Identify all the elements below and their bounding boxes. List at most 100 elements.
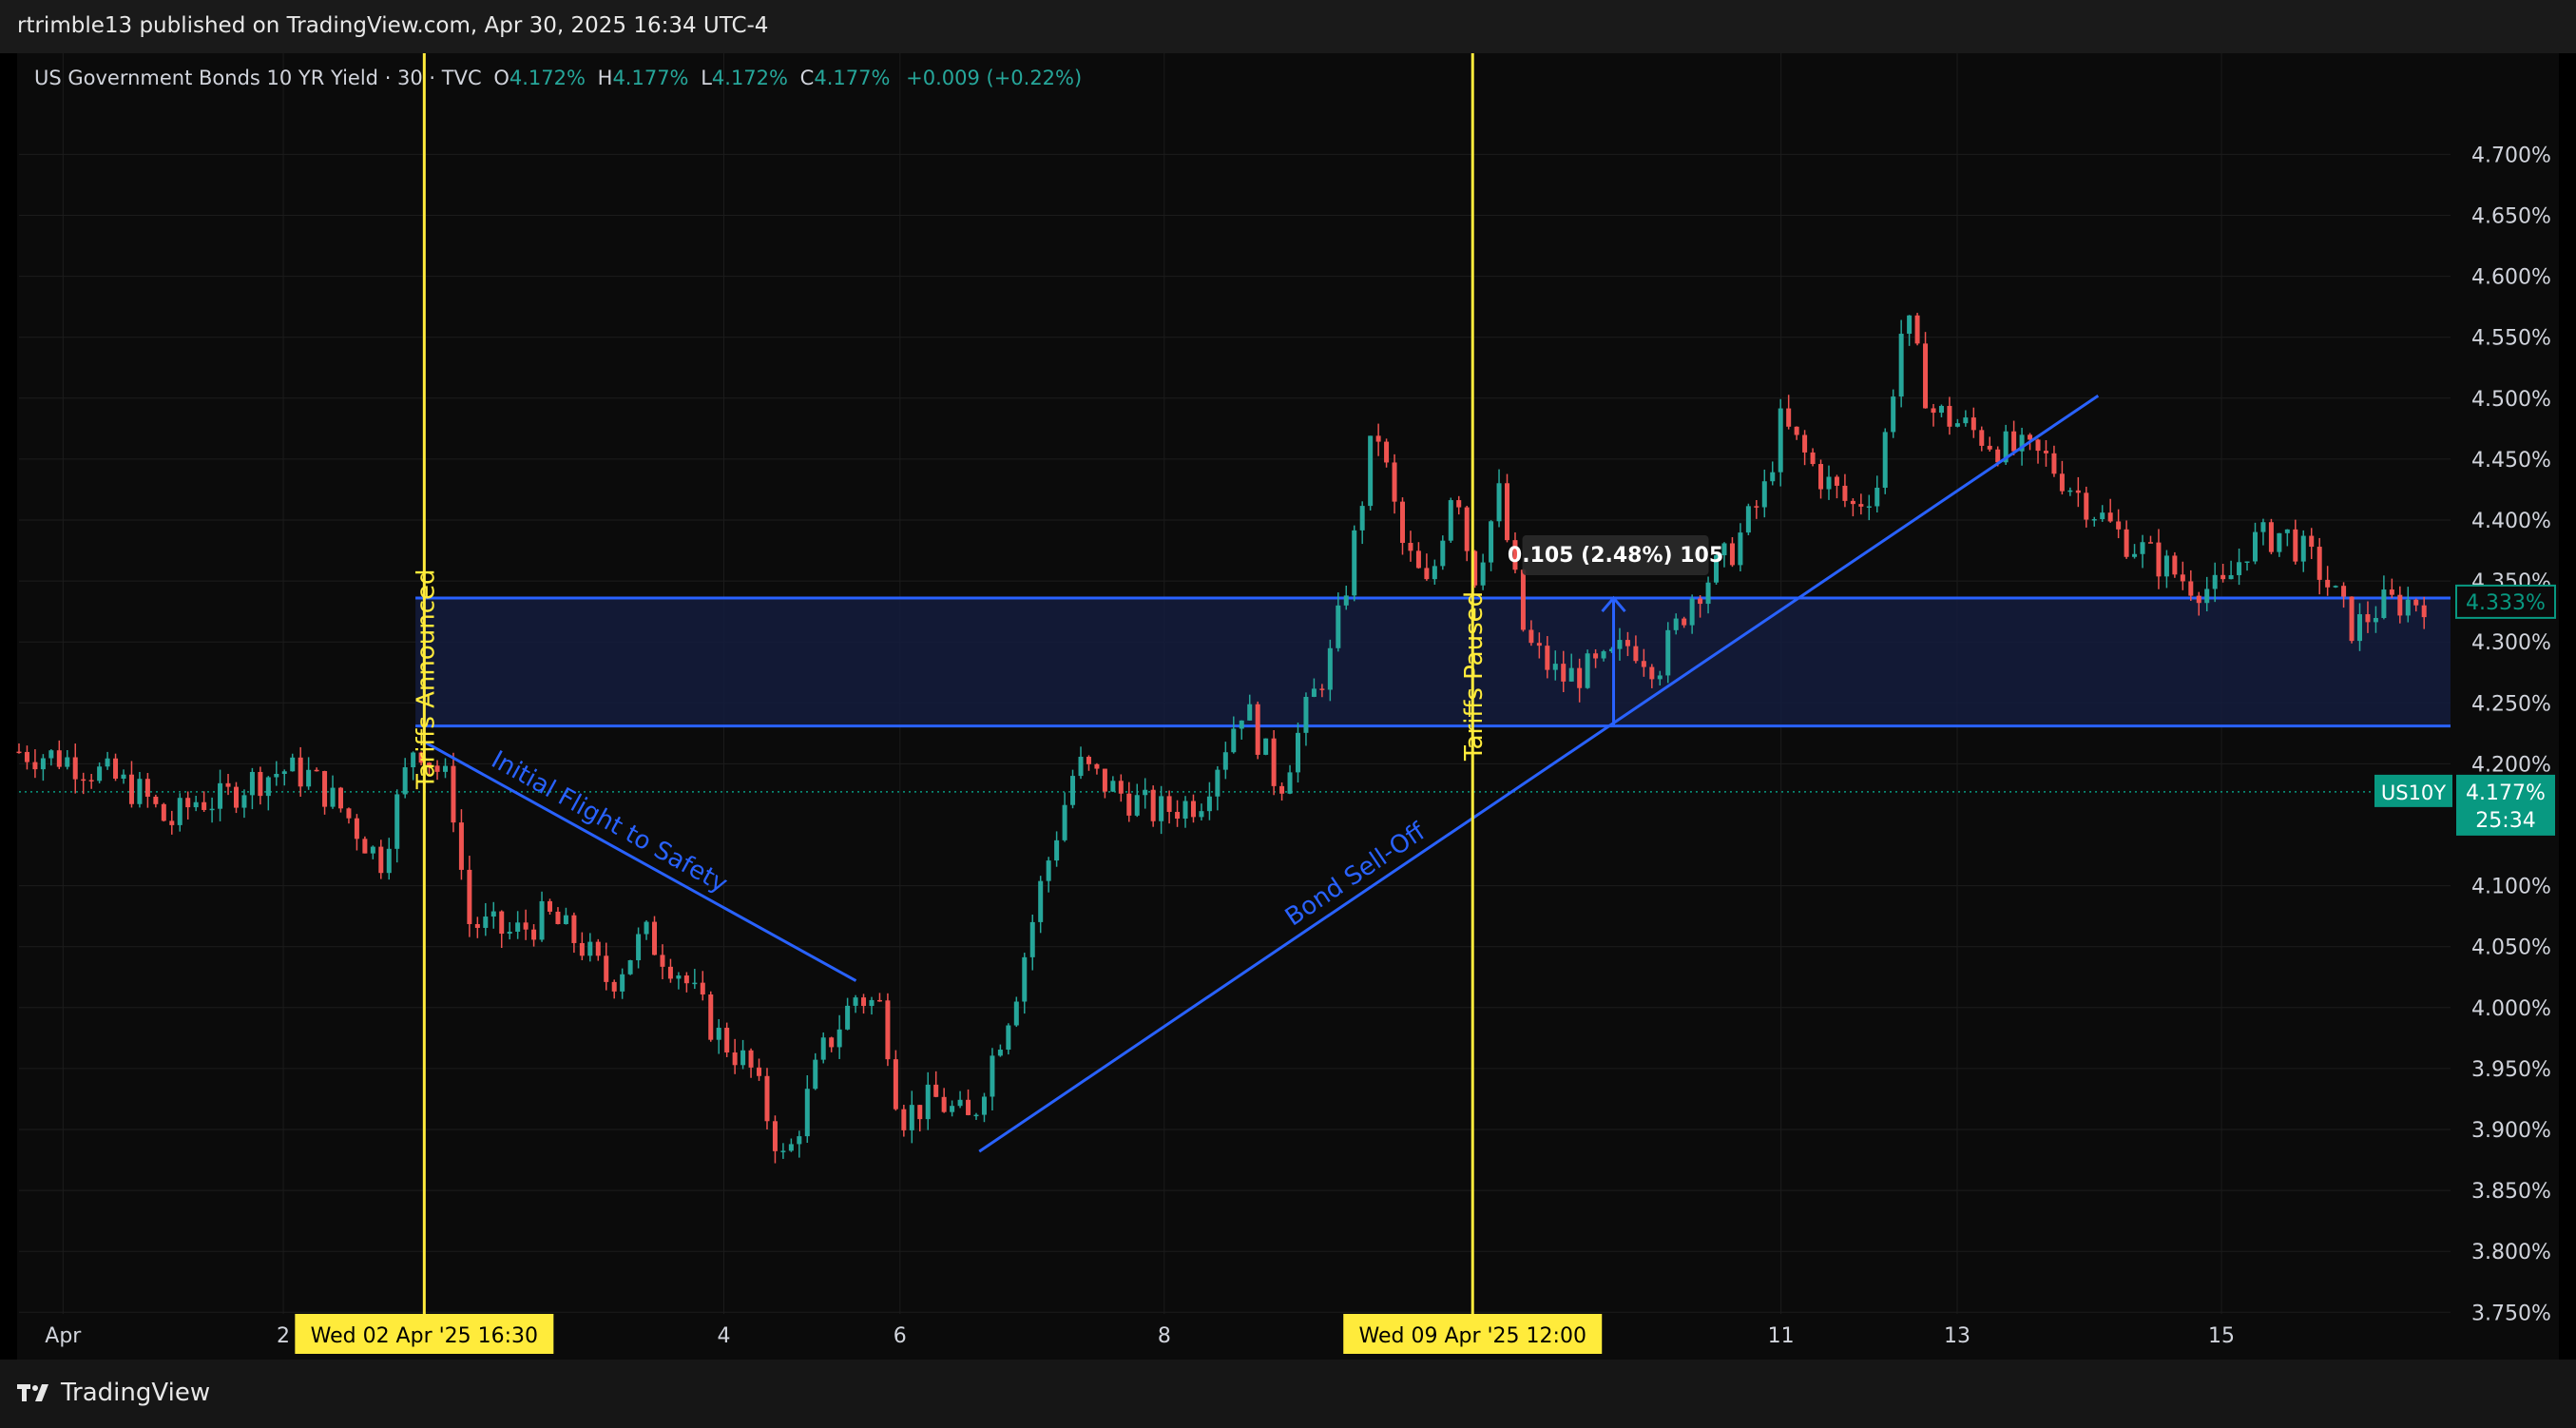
candle-body (499, 911, 505, 935)
candle-body (1682, 618, 1687, 626)
last-price-badge (2456, 774, 2555, 836)
candle-body (1850, 500, 1855, 505)
candle-body (813, 1059, 818, 1090)
candle-body (1754, 506, 1759, 508)
candle-body (1617, 640, 1623, 649)
candle-body (1842, 485, 1848, 501)
candle-body (1665, 629, 1671, 676)
candle-body (1263, 738, 1269, 755)
legend-low-value: 4.172% (711, 67, 788, 89)
event-line-label-0: Tariffs Announced (412, 569, 440, 790)
candle-body (1408, 543, 1413, 551)
candle-body (1649, 666, 1655, 680)
y-tick-label: 3.850% (2471, 1180, 2551, 1204)
candle-body (2019, 434, 2025, 452)
candle-body (322, 771, 328, 807)
candle-body (1247, 704, 1253, 721)
candle-body (48, 750, 54, 759)
candle-body (1384, 441, 1390, 463)
candle-body (411, 752, 416, 768)
candle-body (2067, 490, 2073, 492)
candle-body (1593, 653, 1599, 659)
candle-body (2405, 599, 2411, 616)
candle-body (1006, 1025, 1011, 1051)
candle-body (193, 801, 199, 808)
candle-body (797, 1136, 802, 1145)
candle-body (1255, 704, 1260, 755)
candle-body (1375, 435, 1381, 442)
candle-body (2147, 542, 2153, 544)
candle-body (620, 974, 625, 992)
trend-line-0[interactable] (423, 741, 857, 982)
candle-body (966, 1099, 971, 1115)
candle-body (1239, 720, 1244, 729)
candle-body (1215, 769, 1221, 797)
price-badge-zone-text: 4.333% (2466, 591, 2546, 615)
candle-body (1311, 688, 1317, 697)
candle-body (1826, 476, 1832, 490)
candlestick-chart[interactable]: Initial Flight to Safety Bond Sell-Off 0.1… (0, 0, 2576, 1360)
candle-body (1327, 647, 1333, 690)
candle-body (1786, 408, 1792, 427)
candle-body (757, 1067, 762, 1076)
candle-body (1954, 423, 1960, 427)
candle-body (1094, 763, 1100, 769)
candle-body (1448, 500, 1453, 541)
candle-body (869, 999, 875, 1007)
candle-body (1552, 664, 1558, 670)
candle-body (636, 934, 642, 961)
candle-body (1102, 768, 1107, 792)
candle-body (386, 848, 392, 874)
candle-body (1561, 664, 1567, 682)
candle-body (861, 997, 867, 1007)
y-tick-label: 4.250% (2471, 692, 2551, 716)
candle-body (2237, 562, 2242, 575)
candle-body (2244, 561, 2250, 563)
candle-body (724, 1028, 730, 1053)
candle-body (1352, 530, 1357, 596)
candle-body (169, 820, 175, 825)
candle-body (1505, 483, 1510, 541)
candle-body (474, 923, 480, 928)
candle-body (1166, 796, 1172, 812)
candle-body (2028, 434, 2033, 440)
candle-body (2107, 512, 2113, 522)
candle-body (281, 771, 287, 775)
candle-body (829, 1037, 835, 1048)
candle-body (2300, 535, 2306, 562)
candle-body (2059, 473, 2065, 492)
candle-body (1046, 860, 1051, 881)
candle-body (258, 771, 263, 797)
candle-body (2220, 574, 2226, 580)
candle-body (1970, 417, 1976, 431)
event-date-badge-text-0: Wed 02 Apr '25 16:30 (311, 1324, 538, 1348)
legend-open-value: 4.172% (509, 67, 586, 89)
candle-body (490, 911, 496, 917)
candle-body (72, 757, 78, 780)
candle-body (1585, 653, 1590, 688)
candle-body (32, 762, 38, 770)
candle-body (1336, 605, 1341, 648)
candle-body (2421, 605, 2427, 618)
candle-body (2252, 531, 2258, 562)
candle-body (1601, 651, 1606, 659)
candle-body (1947, 405, 1952, 427)
candle-body (604, 955, 609, 982)
candle-body (65, 757, 70, 767)
x-tick-label: 4 (717, 1324, 730, 1348)
candle-body (950, 1106, 955, 1112)
y-tick-label: 4.650% (2471, 205, 2551, 229)
candle-body (692, 982, 698, 985)
candle-body (362, 839, 368, 854)
candle-body (1882, 432, 1888, 488)
candle-body (1464, 507, 1470, 551)
candle-body (1609, 648, 1615, 652)
price-badge-zone (2455, 584, 2556, 619)
y-tick-label: 4.050% (2471, 936, 2551, 960)
trend-line-1[interactable] (978, 394, 2100, 1153)
tradingview-logo[interactable]: TradingView (17, 1379, 210, 1407)
tradingview-logo-icon (17, 1384, 48, 1401)
candle-body (88, 780, 94, 782)
range-zone[interactable] (415, 598, 2451, 726)
candle-body (548, 900, 553, 912)
